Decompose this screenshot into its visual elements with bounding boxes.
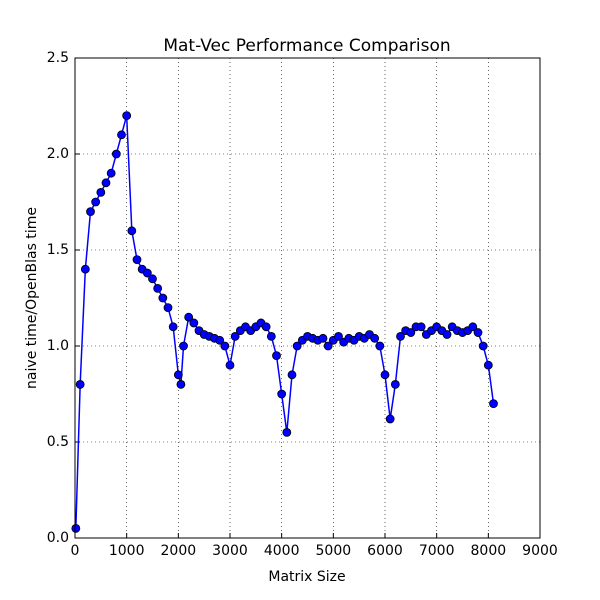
data-point [261,322,271,332]
plot-frame [74,57,541,539]
chart-title: Mat-Vec Performance Comparison [163,36,450,56]
series-line [75,115,495,529]
y-tick-label: 1.0 [47,338,69,354]
x-tick-label: 5000 [316,543,352,559]
data-point [375,341,385,351]
y-tick-label: 0.0 [47,530,69,546]
data-point [266,331,276,341]
data-point [282,427,292,437]
data-point [173,370,183,380]
data-point [468,322,478,332]
data-point [396,331,405,341]
x-axis-label: Matrix Size [268,569,345,585]
data-point [111,149,121,159]
data-point [122,111,132,120]
data-point [272,351,281,361]
x-tick-label: 9000 [522,543,558,559]
data-point [225,360,235,370]
x-tick-label: 7000 [419,543,455,559]
data-point [292,341,302,351]
data-point [148,274,157,284]
data-point [142,268,152,278]
y-axis-label: naive time/OpenBlas time [24,207,40,389]
y-tick-label: 2.5 [47,50,69,66]
data-point [406,328,416,337]
data-point [153,283,163,293]
data-point [489,399,498,409]
data-point [158,293,168,303]
data-point [318,333,328,343]
data-point [323,341,333,351]
data-point [117,130,126,140]
y-tick-label: 2.0 [47,146,69,162]
data-point [101,178,111,188]
data-point [75,379,85,389]
data-point [442,330,452,339]
data-point [416,322,426,332]
x-tick-label: 0 [71,543,80,559]
data-point [189,318,199,328]
data-point [390,379,400,389]
x-tick-label: 4000 [264,543,300,559]
data-point [86,207,95,217]
data-point [215,335,225,345]
data-point [385,414,395,424]
data-point [287,370,297,380]
data-point [106,168,116,178]
x-tick-label: 1000 [109,543,145,559]
data-point [96,187,106,197]
y-tick-label: 1.5 [47,242,69,258]
y-tick-label: 0.5 [47,434,69,450]
data-point [483,360,493,370]
data-point [380,370,390,380]
data-point [370,333,380,343]
data-point [179,341,188,351]
data-point [220,341,230,351]
data-point [473,328,483,337]
data-point [132,255,142,265]
x-tick-label: 6000 [367,543,403,559]
data-point [163,303,173,313]
data-point [91,197,101,207]
data-point [127,226,137,236]
data-point [168,322,178,332]
data-point [184,312,194,322]
x-tick-label: 2000 [161,543,197,559]
x-tick-label: 3000 [212,543,248,559]
data-point [176,379,186,389]
data-point [80,264,90,274]
data-point [230,331,240,341]
data-point [277,389,287,399]
data-point [334,331,343,341]
data-point [71,524,81,533]
data-point [478,341,488,351]
x-tick-label: 8000 [471,543,507,559]
